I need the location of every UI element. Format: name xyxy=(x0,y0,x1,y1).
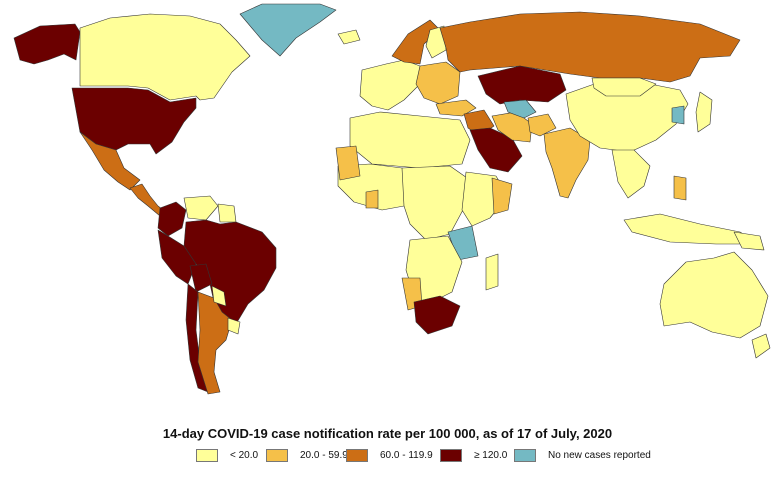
region-india xyxy=(543,127,591,199)
region-ghana xyxy=(365,189,379,209)
region-western-europe xyxy=(359,59,421,111)
region-mexico xyxy=(79,131,141,191)
region-bolivia xyxy=(189,263,213,293)
region-turkey xyxy=(435,99,477,117)
region-papua-new-guinea xyxy=(733,231,765,251)
region-russia xyxy=(439,11,741,83)
region-southeast-asia xyxy=(611,149,651,199)
region-australia xyxy=(659,251,769,339)
world-map xyxy=(13,3,771,395)
region-saudi-arabia xyxy=(469,127,523,173)
legend-swatch-60-120 xyxy=(346,449,368,462)
region-colombia xyxy=(157,201,187,237)
region-kazakhstan xyxy=(477,65,567,105)
region-mauritania xyxy=(335,145,361,181)
region-eastern-europe xyxy=(415,61,461,105)
legend-swatch-below-20 xyxy=(196,449,218,462)
region-new-zealand xyxy=(751,333,771,359)
legend-swatch-above-120 xyxy=(440,449,462,462)
region-afghanistan xyxy=(527,113,557,137)
region-venezuela xyxy=(183,195,219,221)
region-uruguay xyxy=(227,317,241,335)
legend-label-no-new-cases: No new cases reported xyxy=(548,450,651,461)
legend-label-60-120: 60.0 - 119.9 xyxy=(380,450,433,461)
legend-swatch-20-60 xyxy=(266,449,288,462)
region-argentina xyxy=(197,291,233,395)
map-title: 14-day COVID-19 case notification rate p… xyxy=(162,426,613,441)
legend-swatch-no-new-cases xyxy=(514,449,536,462)
region-mongolia xyxy=(591,77,657,97)
region-finland xyxy=(425,25,447,59)
region-korea xyxy=(671,105,685,125)
region-guianas xyxy=(217,203,237,223)
region-japan xyxy=(695,91,713,133)
region-iceland xyxy=(337,29,361,45)
region-madagascar xyxy=(485,253,499,291)
region-canada xyxy=(79,13,251,101)
region-philippines xyxy=(673,175,687,201)
region-djibouti-somalia xyxy=(491,177,513,215)
region-paraguay xyxy=(211,285,227,307)
legend-label-below-20: < 20.0 xyxy=(230,450,259,461)
region-alaska xyxy=(13,23,81,65)
region-north-africa xyxy=(349,111,471,169)
region-south-africa xyxy=(413,295,461,335)
legend-label-20-60: 20.0 - 59.9 xyxy=(300,450,348,461)
legend-label-above-120: ≥ 120.0 xyxy=(474,450,508,461)
region-central-asia xyxy=(503,99,537,119)
region-greenland xyxy=(239,3,337,57)
